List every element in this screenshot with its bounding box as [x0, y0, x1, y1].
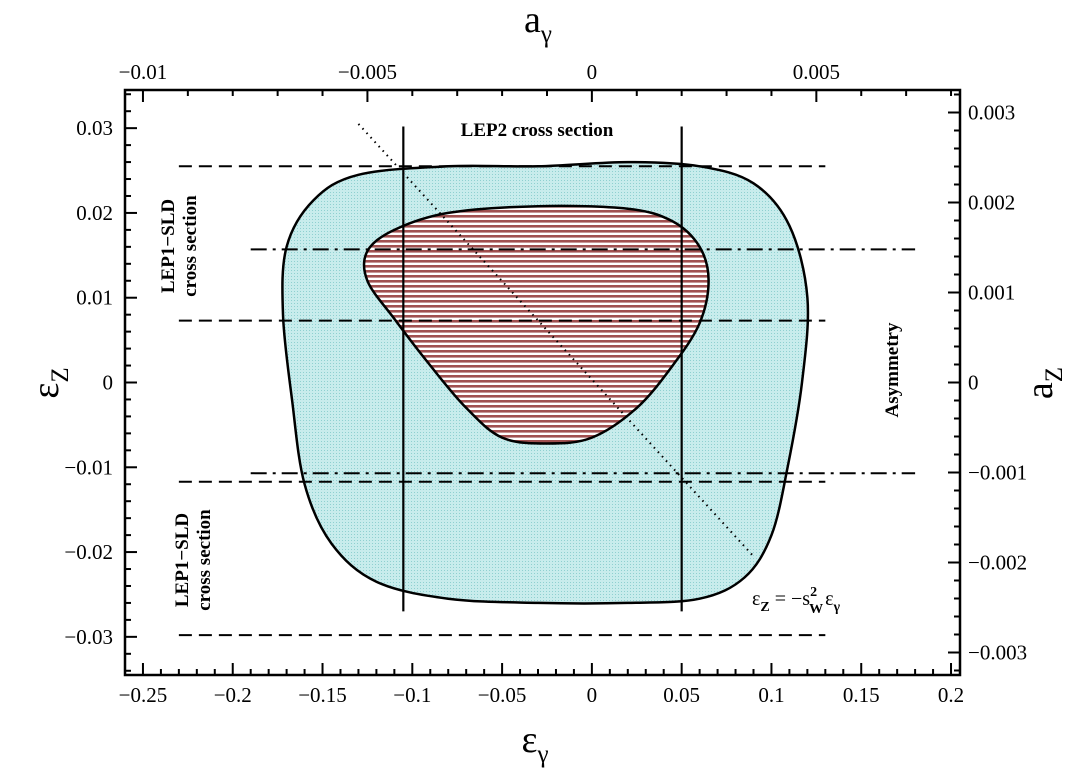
top-tick-label: −0.01 — [119, 60, 168, 84]
right-tick-label: 0 — [968, 371, 979, 395]
y-tick-label: −0.03 — [64, 625, 113, 649]
lep1-lower-line1: LEP1−SLD — [172, 513, 193, 607]
top-axis-title: aγ — [524, 0, 552, 48]
right-tick-label: 0.002 — [968, 191, 1015, 215]
axis-tick-labels: −0.25 −0.2 −0.15 −0.1 −0.05 0 0.05 0.1 0.15 0.2−0… — [64, 60, 1027, 707]
lep1-upper-line2: cross section — [180, 195, 201, 297]
top-tick-label: 0 — [587, 60, 598, 84]
annotation-asymmetry: Asymmetry — [882, 322, 903, 417]
y-tick-label: 0.01 — [76, 286, 113, 310]
right-tick-label: 0.001 — [968, 281, 1015, 305]
x-tick-label: −0.05 — [478, 683, 527, 707]
right-tick-label: 0.003 — [968, 101, 1015, 125]
right-tick-label: −0.001 — [968, 461, 1027, 485]
lep1-lower-line2: cross section — [194, 509, 215, 611]
y-tick-label: −0.01 — [64, 455, 113, 479]
x-tick-label: 0.1 — [758, 683, 784, 707]
top-tick-label: 0.005 — [793, 60, 840, 84]
lep1-upper-line1: LEP1−SLD — [158, 199, 179, 293]
y-tick-label: 0.03 — [76, 116, 113, 140]
x-tick-label: 0.05 — [663, 683, 700, 707]
y-tick-label: −0.02 — [64, 540, 113, 564]
x-tick-label: −0.2 — [214, 683, 252, 707]
y-tick-label: 0.02 — [76, 201, 113, 225]
x-axis-title: εγ — [521, 719, 548, 768]
y-tick-label: 0 — [103, 371, 114, 395]
right-axis-title: aZ — [1019, 367, 1067, 399]
annotation-lep1-upper: LEP1−SLD cross section — [158, 195, 201, 297]
x-tick-label: −0.25 — [119, 683, 168, 707]
top-tick-label: −0.005 — [338, 60, 397, 84]
annotation-lep1-lower: LEP1−SLD cross section — [172, 509, 215, 611]
x-tick-label: 0.2 — [938, 683, 964, 707]
x-tick-label: 0.15 — [843, 683, 880, 707]
right-tick-label: −0.002 — [968, 551, 1027, 575]
x-tick-label: 0 — [587, 683, 598, 707]
x-tick-label: −0.1 — [393, 683, 431, 707]
x-tick-label: −0.15 — [298, 683, 347, 707]
annotation-lep2: LEP2 cross section — [461, 120, 614, 141]
axis-ticks — [124, 90, 960, 675]
confidence-regions — [281, 160, 810, 605]
constraint-lines — [178, 123, 916, 637]
y-axis-title: εZ — [25, 367, 74, 398]
right-tick-label: −0.003 — [968, 641, 1027, 665]
